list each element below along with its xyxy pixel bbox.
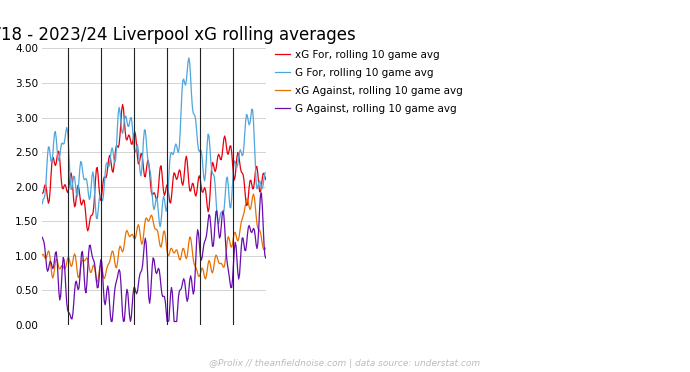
xG For, rolling 10 game avg <box>110 156 119 160</box>
G Against, rolling 10 game avg <box>262 256 270 260</box>
xG Against, rolling 10 game avg <box>262 246 270 250</box>
xG For, rolling 10 game avg <box>119 102 127 107</box>
xG Against, rolling 10 game avg <box>93 280 101 284</box>
xG Against, rolling 10 game avg <box>110 260 119 264</box>
xG For, rolling 10 game avg <box>99 178 108 182</box>
G For, rolling 10 game avg <box>61 137 69 141</box>
G Against, rolling 10 game avg <box>110 288 119 292</box>
G Against, rolling 10 game avg <box>99 270 107 275</box>
G Against, rolling 10 game avg <box>61 270 69 275</box>
G Against, rolling 10 game avg <box>38 235 46 240</box>
xG For, rolling 10 game avg <box>159 190 168 194</box>
Text: @Prolix // theanfieldnoise.com | data source: understat.com: @Prolix // theanfieldnoise.com | data so… <box>210 359 480 368</box>
G For, rolling 10 game avg <box>110 156 118 161</box>
xG For, rolling 10 game avg <box>158 170 166 174</box>
xG For, rolling 10 game avg <box>132 144 141 148</box>
G Against, rolling 10 game avg <box>257 191 266 195</box>
xG For, rolling 10 game avg <box>262 177 270 182</box>
xG For, rolling 10 game avg <box>38 191 46 195</box>
Title: 2017/18 - 2023/24 Liverpool xG rolling averages: 2017/18 - 2023/24 Liverpool xG rolling a… <box>0 26 355 44</box>
G Against, rolling 10 game avg <box>159 294 167 299</box>
G Against, rolling 10 game avg <box>132 289 140 294</box>
xG For, rolling 10 game avg <box>83 229 92 233</box>
Line: xG For, rolling 10 game avg: xG For, rolling 10 game avg <box>42 105 266 231</box>
Line: G For, rolling 10 game avg: G For, rolling 10 game avg <box>42 58 266 227</box>
G For, rolling 10 game avg <box>157 220 165 225</box>
xG Against, rolling 10 game avg <box>249 192 257 196</box>
Line: xG Against, rolling 10 game avg: xG Against, rolling 10 game avg <box>42 194 266 282</box>
xG Against, rolling 10 game avg <box>157 245 165 249</box>
xG Against, rolling 10 game avg <box>38 253 46 257</box>
xG Against, rolling 10 game avg <box>159 235 167 239</box>
xG Against, rolling 10 game avg <box>132 235 140 240</box>
xG Against, rolling 10 game avg <box>61 267 69 271</box>
G For, rolling 10 game avg <box>262 170 270 175</box>
G For, rolling 10 game avg <box>156 225 164 229</box>
Legend: xG For, rolling 10 game avg, G For, rolling 10 game avg, xG Against, rolling 10 : xG For, rolling 10 game avg, G For, roll… <box>273 48 465 116</box>
G For, rolling 10 game avg <box>99 199 107 203</box>
G Against, rolling 10 game avg <box>157 284 165 289</box>
G For, rolling 10 game avg <box>159 199 167 203</box>
G For, rolling 10 game avg <box>185 56 193 60</box>
G Against, rolling 10 game avg <box>107 319 115 324</box>
xG For, rolling 10 game avg <box>61 182 69 187</box>
G For, rolling 10 game avg <box>130 150 139 155</box>
xG Against, rolling 10 game avg <box>99 275 108 279</box>
G For, rolling 10 game avg <box>38 202 46 206</box>
Line: G Against, rolling 10 game avg: G Against, rolling 10 game avg <box>42 193 266 321</box>
